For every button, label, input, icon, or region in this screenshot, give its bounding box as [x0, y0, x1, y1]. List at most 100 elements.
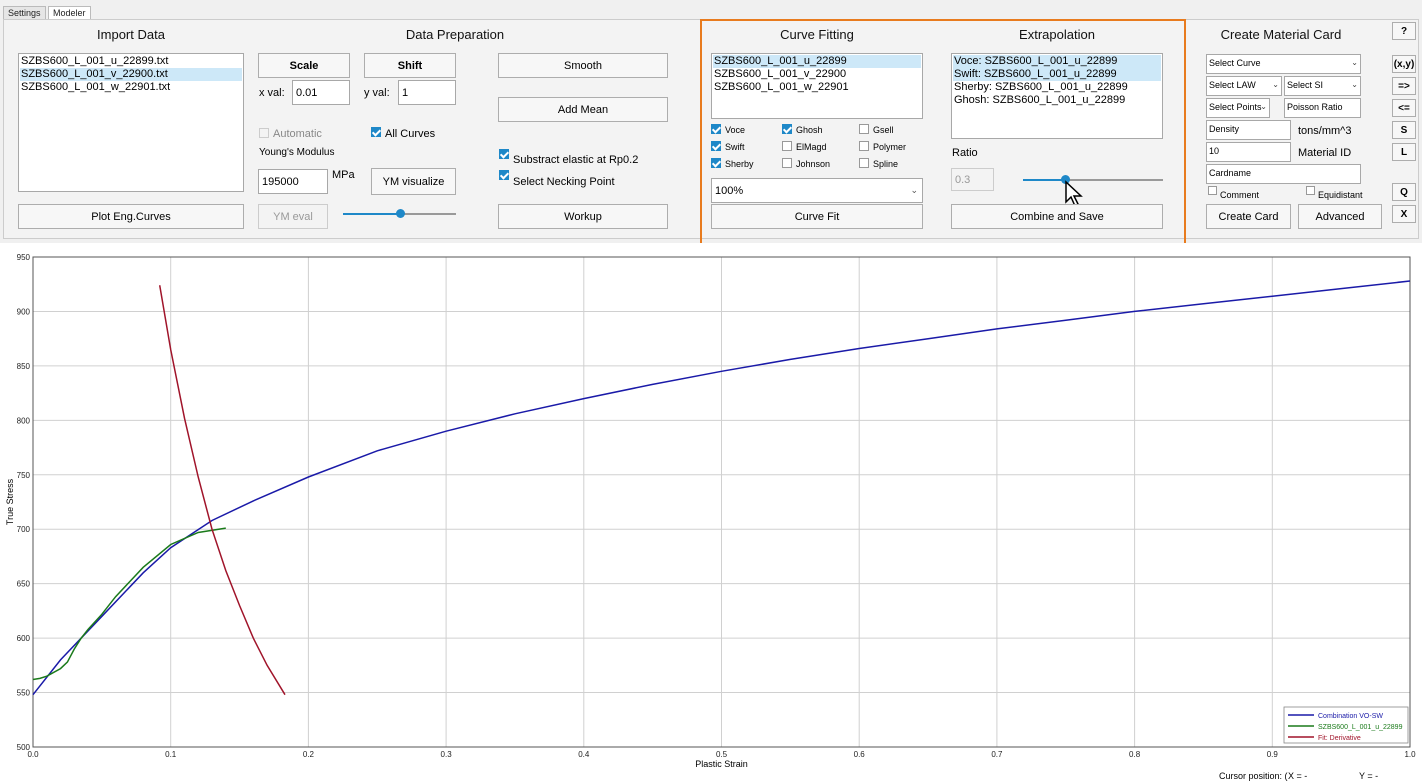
automatic-checkbox[interactable] — [259, 128, 269, 138]
stress-strain-chart: 0.0 0.1 0.2 0.3 0.4 0.5 0.6 0.7 0.8 0.9 1.0 500 550 6… — [5, 253, 1416, 769]
legend-entry: Fit: Derivative — [1318, 735, 1361, 742]
select-law-value: Select LAW — [1209, 80, 1256, 90]
ym-eval-button[interactable]: YM eval — [258, 204, 328, 229]
combine-and-save-button[interactable]: Combine and Save — [951, 204, 1163, 229]
series-line-0 — [32, 280, 1411, 696]
method-checkbox-voce[interactable] — [711, 124, 721, 134]
ym-slider-thumb[interactable] — [396, 209, 405, 218]
curve-fitting-title: Curve Fitting — [780, 27, 854, 42]
chevron-down-icon: ⌄ — [1351, 58, 1358, 67]
method-label-johnson: Johnson — [796, 159, 831, 169]
import-file-list[interactable]: SZBS600_L_001_u_22899.txt SZBS600_L_001_v… — [18, 53, 244, 192]
select-law-dropdown[interactable]: Select LAW ⌄ — [1206, 76, 1282, 96]
list-item[interactable]: Voce: SZBS600_L_001_u_22899 — [953, 55, 1161, 68]
series-line-1 — [32, 527, 226, 681]
equidistant-checkbox[interactable] — [1306, 186, 1315, 195]
list-item[interactable]: Sherby: SZBS600_L_001_u_22899 — [954, 81, 1128, 93]
highlight-box — [700, 19, 1186, 249]
select-si-value: Select SI — [1287, 80, 1324, 90]
scale-button[interactable]: Scale — [258, 53, 350, 78]
y-val-label: y val: — [364, 87, 390, 99]
poisson-ratio-input[interactable]: Poisson Ratio — [1284, 98, 1361, 118]
list-item[interactable]: SZBS600_L_001_v_22900 — [714, 68, 847, 80]
material-id-input[interactable]: 10 — [1206, 142, 1291, 162]
tab-settings[interactable]: Settings — [3, 6, 46, 20]
list-item[interactable]: SZBS600_L_001_w_22901 — [714, 81, 849, 93]
q-button[interactable]: Q — [1392, 183, 1416, 201]
import-data-title: Import Data — [97, 27, 165, 42]
method-checkbox-polymer[interactable] — [859, 141, 869, 151]
select-si-dropdown[interactable]: Select SI ⌄ — [1284, 76, 1361, 96]
method-checkbox-sherby[interactable] — [711, 158, 721, 168]
create-card-button[interactable]: Create Card — [1206, 204, 1291, 229]
x-tick-label: 0.9 — [1267, 750, 1279, 759]
chevron-down-icon: ⌄ — [1351, 80, 1358, 89]
ratio-slider-fill — [1023, 179, 1065, 181]
density-input[interactable]: Density — [1206, 120, 1291, 140]
method-checkbox-swift[interactable] — [711, 141, 721, 151]
list-item[interactable]: SZBS600_L_001_u_22899 — [713, 55, 921, 68]
ratio-input[interactable]: 0.3 — [951, 168, 994, 191]
ratio-slider-track[interactable] — [1023, 179, 1163, 181]
list-item[interactable]: Swift: SZBS600_L_001_u_22899 — [953, 68, 1161, 81]
cardname-input[interactable]: Cardname — [1206, 164, 1361, 184]
density-unit-label: tons/mm^3 — [1298, 125, 1352, 137]
y-tick-label: 950 — [17, 253, 31, 262]
method-checkbox-ghosh[interactable] — [782, 124, 792, 134]
ym-slider-fill — [343, 213, 400, 215]
list-item[interactable]: SZBS600_L_001_w_22901.txt — [21, 81, 171, 93]
y-tick-label: 600 — [17, 634, 31, 643]
plot-eng-curves-button[interactable]: Plot Eng.Curves — [18, 204, 244, 229]
list-item[interactable]: SZBS600_L_001_u_22899.txt — [21, 55, 169, 67]
x-axis-label: Plastic Strain — [695, 759, 748, 769]
list-item[interactable]: SZBS600_L_001_v_22900.txt — [20, 68, 242, 81]
method-checkbox-spline[interactable] — [859, 158, 869, 168]
fitting-curve-list[interactable]: SZBS600_L_001_u_22899 SZBS600_L_001_v_229… — [711, 53, 923, 119]
workup-button[interactable]: Workup — [498, 204, 668, 229]
arrow-left-button[interactable]: <= — [1392, 99, 1416, 117]
curve-fit-button[interactable]: Curve Fit — [711, 204, 923, 229]
y-tick-label: 800 — [17, 416, 31, 425]
plot-area[interactable]: 0.0 0.1 0.2 0.3 0.4 0.5 0.6 0.7 0.8 0.9 1.0 500 550 6… — [0, 243, 1422, 783]
select-points-value: Select Points — [1209, 102, 1262, 112]
mpa-label: MPa — [332, 169, 355, 181]
close-x-button[interactable]: X — [1392, 205, 1416, 223]
help-button[interactable]: ? — [1392, 22, 1416, 40]
select-curve-dropdown[interactable]: Select Curve ⌄ — [1206, 54, 1361, 74]
select-points-dropdown[interactable]: Select Points ⌄ — [1206, 98, 1270, 118]
ym-visualize-button[interactable]: YM visualize — [371, 168, 456, 195]
comment-checkbox[interactable] — [1208, 186, 1217, 195]
advanced-button[interactable]: Advanced — [1298, 204, 1382, 229]
series-line-2 — [158, 285, 286, 696]
select-necking-checkbox[interactable] — [499, 170, 509, 180]
arrow-right-button[interactable]: => — [1392, 77, 1416, 95]
cursor-position-label: Cursor position: ( — [1219, 771, 1288, 781]
substract-elastic-checkbox[interactable] — [499, 149, 509, 159]
x-tick-label: 0.0 — [27, 750, 39, 759]
tab-modeler[interactable]: Modeler — [48, 6, 91, 20]
ratio-label: Ratio — [952, 147, 978, 159]
select-curve-value: Select Curve — [1209, 58, 1261, 68]
smooth-button[interactable]: Smooth — [498, 53, 668, 78]
x-val-input[interactable]: 0.01 — [292, 80, 350, 105]
method-checkbox-johnson[interactable] — [782, 158, 792, 168]
method-checkbox-elmagd[interactable] — [782, 141, 792, 151]
all-curves-checkbox[interactable] — [371, 127, 381, 137]
method-label-elmagd: ElMagd — [796, 142, 827, 152]
youngs-modulus-input[interactable]: 195000 — [258, 169, 328, 194]
add-mean-button[interactable]: Add Mean — [498, 97, 668, 122]
x-val-label: x val: — [259, 87, 285, 99]
x-tick-label: 0.2 — [303, 750, 315, 759]
method-checkbox-gsell[interactable] — [859, 124, 869, 134]
ratio-slider-thumb[interactable] — [1061, 175, 1070, 184]
xy-button[interactable]: (x,y) — [1392, 55, 1416, 73]
load-l-button[interactable]: L — [1392, 143, 1416, 161]
percent-select[interactable]: 100% ⌄ — [711, 178, 923, 203]
comment-label: Comment — [1220, 190, 1260, 200]
shift-button[interactable]: Shift — [364, 53, 456, 78]
extrapolation-list[interactable]: Voce: SZBS600_L_001_u_22899 Swift: SZBS60… — [951, 53, 1163, 139]
save-s-button[interactable]: S — [1392, 121, 1416, 139]
list-item[interactable]: Ghosh: SZBS600_L_001_u_22899 — [954, 94, 1126, 106]
y-val-input[interactable]: 1 — [398, 80, 456, 105]
